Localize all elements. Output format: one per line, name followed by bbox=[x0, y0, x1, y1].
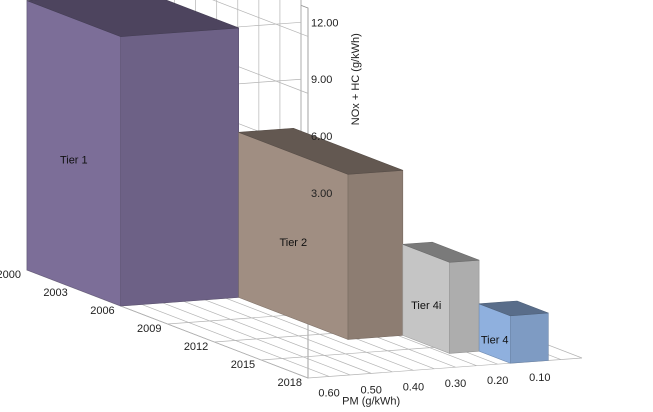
bar-tier-4: Tier 4 bbox=[479, 301, 548, 363]
bar-tier-4i: Tier 4i bbox=[403, 242, 479, 353]
y-tick-label: 12.00 bbox=[311, 17, 339, 29]
year-tick-label: 2012 bbox=[184, 341, 208, 353]
y-axis-title: NOx + HC (g/kWh) bbox=[350, 33, 362, 125]
bar-label: Tier 4i bbox=[411, 300, 441, 312]
bar-tier-1: Tier 1 bbox=[27, 0, 239, 306]
y-tick-label: 9.00 bbox=[311, 74, 332, 86]
pm-tick-label: 0.40 bbox=[403, 381, 424, 393]
bar-front-face bbox=[121, 28, 239, 306]
year-tick-label: 2018 bbox=[278, 377, 302, 389]
bar-front-face bbox=[510, 313, 548, 363]
y-tick-label: 6.00 bbox=[311, 131, 332, 143]
y-tick-label: 3.00 bbox=[311, 188, 332, 200]
bar-front-face bbox=[348, 170, 403, 339]
bar-label: Tier 4 bbox=[481, 335, 509, 347]
pm-tick-label: 0.20 bbox=[487, 375, 508, 387]
year-tick-label: 2006 bbox=[90, 305, 114, 317]
bar-label: Tier 2 bbox=[279, 237, 307, 249]
pm-tick-label: 0.10 bbox=[529, 372, 550, 384]
bar-side-face bbox=[27, 1, 121, 306]
x-axis-title: PM (g/kWh) bbox=[342, 395, 400, 407]
pm-tick-label: 0.60 bbox=[318, 388, 339, 400]
bar-front-face bbox=[450, 260, 480, 353]
pm-tick-label: 0.30 bbox=[445, 378, 466, 390]
year-tick-label: 2000 bbox=[0, 269, 21, 281]
year-tick-label: 2009 bbox=[137, 323, 161, 335]
bar-label: Tier 1 bbox=[60, 154, 88, 166]
year-tick-label: 2003 bbox=[43, 287, 67, 299]
year-tick-label: 2015 bbox=[231, 359, 255, 371]
